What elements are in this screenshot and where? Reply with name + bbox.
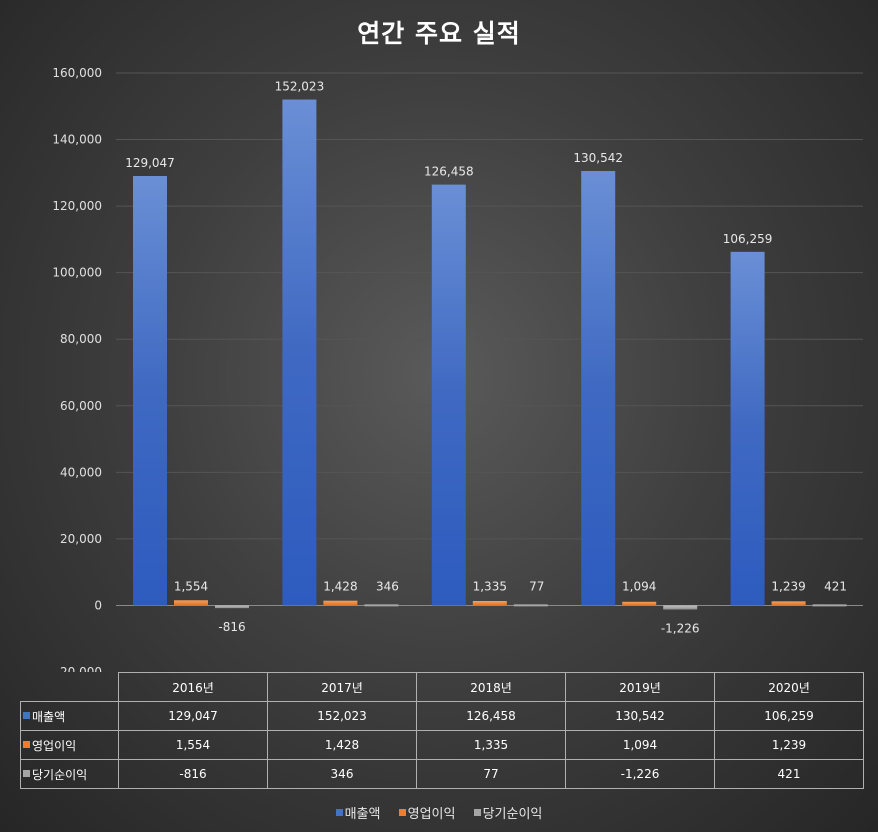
data-label: 1,335 [473,579,507,593]
data-label: 106,259 [723,232,773,246]
table-header-row: 2016년 2017년 2018년 2019년 2020년 [20,672,864,702]
data-label: 152,023 [275,80,325,94]
bar-매출액-2016년[interactable] [133,176,167,606]
table-cell: 106,259 [714,701,864,731]
series-name: 당기순이익 [32,767,88,782]
bar-당기순이익-2018년[interactable] [513,604,548,607]
y-tick-label: 0 [94,598,102,612]
series-name: 매출액 [32,709,66,724]
table-header-cell: 2016년 [118,672,268,702]
bar-매출액-2019년[interactable] [581,171,616,606]
bar-영업이익-2018년[interactable] [472,601,507,606]
bar-영업이익-2020년[interactable] [771,601,806,606]
bar-당기순이익-2020년[interactable] [812,604,847,607]
table-cell: 130,542 [565,701,715,731]
data-label: 130,542 [573,151,623,165]
data-label: 1,428 [323,579,357,593]
table-row-header: 당기순이익 [20,759,119,789]
data-label: 126,458 [424,165,474,179]
y-tick-label: 60,000 [60,399,102,413]
bar-매출액-2017년[interactable] [282,99,317,606]
table-cell: 421 [714,759,864,789]
legend-item[interactable]: 당기순이익 [473,803,543,822]
table-cell: 1,554 [118,730,268,760]
y-tick-label: 160,000 [52,66,102,80]
legend-label: 당기순이익 [482,807,543,822]
table-cell: 152,023 [267,701,417,731]
table-cell: 126,458 [416,701,566,731]
bar-당기순이익-2019년[interactable] [663,605,698,610]
bar-영업이익-2019년[interactable] [622,601,657,606]
legend-swatch [473,809,481,816]
legend-swatch [335,809,343,816]
table-header-cell: 2017년 [267,672,417,702]
y-tick-label: -20,000 [56,665,102,672]
table-cell: 1,094 [565,730,715,760]
y-tick-label: 20,000 [60,532,102,546]
data-label: 1,554 [174,579,208,593]
table-row-header: 영업이익 [20,730,119,760]
legend-label: 영업이익 [407,807,456,822]
table-cell: -816 [118,759,268,789]
table-cell: 77 [416,759,566,789]
data-label: 1,239 [771,579,805,593]
data-label: 421 [824,579,847,593]
bar-당기순이익-2017년[interactable] [364,604,399,607]
table-cell: 1,239 [714,730,864,760]
table-cell: -1,226 [565,759,715,789]
data-label: -816 [218,620,245,634]
table-cell: 129,047 [118,701,268,731]
chart-plot-area: 160,000 140,000 120,000 100,000 80,000 60,000… [52,66,863,672]
table-row-header: 매출액 [20,701,119,731]
table-row: 영업이익 1,554 1,428 1,335 1,094 1,239 [20,730,864,760]
y-tick-label: 120,000 [52,199,102,213]
bar-영업이익-2016년[interactable] [174,600,208,606]
table-corner [20,672,119,702]
legend-label: 매출액 [344,807,381,822]
table-header-cell: 2019년 [565,672,715,702]
table-cell: 1,335 [416,730,566,760]
chart-title: 연간 주요 실적 [357,19,521,48]
bar-당기순이익-2016년[interactable] [215,605,249,609]
series-name: 영업이익 [32,738,77,753]
series-swatch [23,711,30,719]
table-cell: 346 [267,759,417,789]
data-label: 77 [529,579,544,593]
bar-매출액-2020년[interactable] [730,251,765,606]
bar-매출액-2018년[interactable] [431,184,466,606]
series-swatch [23,740,30,748]
table-cell: 1,428 [267,730,417,760]
y-tick-label: 40,000 [60,465,102,479]
data-label: 129,047 [125,156,175,170]
data-label: -1,226 [661,622,700,636]
chart-legend: 매출액 영업이익 당기순이익 [0,803,878,822]
data-label: 346 [376,579,399,593]
legend-item[interactable]: 영업이익 [398,803,456,822]
legend-item[interactable]: 매출액 [335,803,381,822]
y-tick-label: 80,000 [60,332,102,346]
bar-영업이익-2017년[interactable] [323,600,358,606]
table-header-cell: 2018년 [416,672,566,702]
data-label: 1,094 [622,579,656,593]
table-row: 매출액 129,047 152,023 126,458 130,542 106,… [20,701,864,731]
series-swatch [23,769,30,777]
y-tick-label: 100,000 [52,266,102,280]
table-header-cell: 2020년 [714,672,864,702]
table-row: 당기순이익 -816 346 77 -1,226 421 [20,759,864,789]
y-tick-label: 140,000 [52,133,102,147]
legend-swatch [398,809,406,816]
data-table: 2016년 2017년 2018년 2019년 2020년 매출액 129,04… [20,672,864,789]
